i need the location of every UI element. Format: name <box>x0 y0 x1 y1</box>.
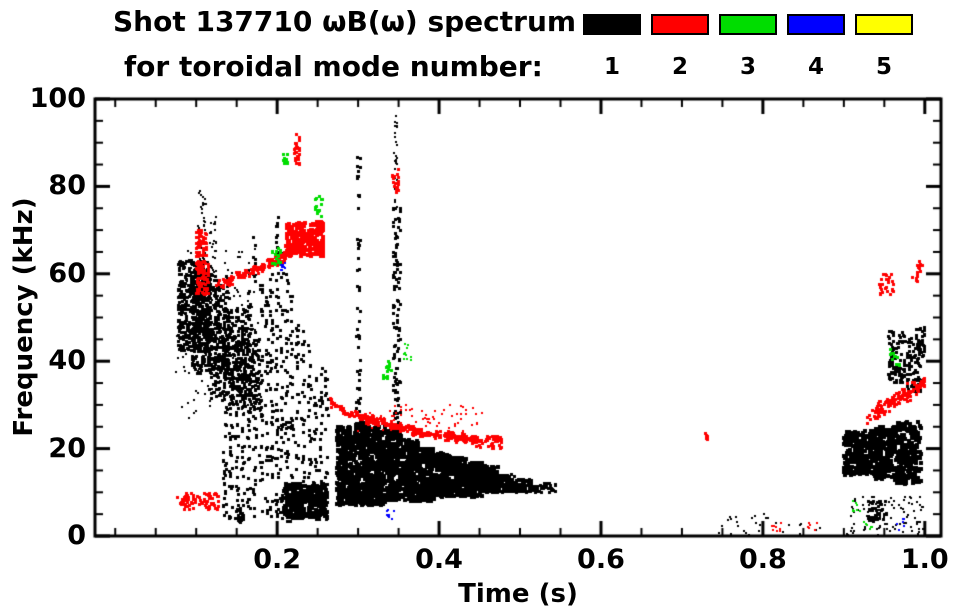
legend-label-n3: 3 <box>739 54 756 80</box>
x-axis-title: Time (s) <box>458 579 578 609</box>
x-tick-label: 0.4 <box>415 544 463 575</box>
chart-title: Shot 137710 ωB(ω) spectrum <box>113 5 577 38</box>
x-tick-label: 0.8 <box>738 544 787 575</box>
y-tick-label: 60 <box>48 257 86 289</box>
legend-swatch-n4 <box>787 14 845 35</box>
x-tick-label: 0.6 <box>577 544 625 575</box>
y-tick-label: 0 <box>67 520 86 551</box>
x-tick-label: 0.2 <box>253 544 302 575</box>
legend-swatch-n1 <box>583 14 641 35</box>
chart-subtitle: for toroidal mode number: <box>124 50 543 83</box>
y-tick-label: 100 <box>29 83 86 114</box>
y-axis-title: Frequency (kHz) <box>9 197 39 437</box>
legend-swatch-n5 <box>855 14 913 35</box>
y-tick-label: 80 <box>48 170 86 202</box>
legend-label-n1: 1 <box>603 54 620 80</box>
y-tick-label: 20 <box>48 432 86 464</box>
x-tick-label: 1.0 <box>900 544 949 575</box>
legend-swatch-n3 <box>719 14 777 35</box>
legend-label-n2: 2 <box>671 54 688 80</box>
legend-label-n4: 4 <box>807 54 824 80</box>
y-tick-label: 40 <box>48 345 86 377</box>
legend-label-n5: 5 <box>875 54 892 80</box>
legend-swatch-n2 <box>651 14 709 35</box>
